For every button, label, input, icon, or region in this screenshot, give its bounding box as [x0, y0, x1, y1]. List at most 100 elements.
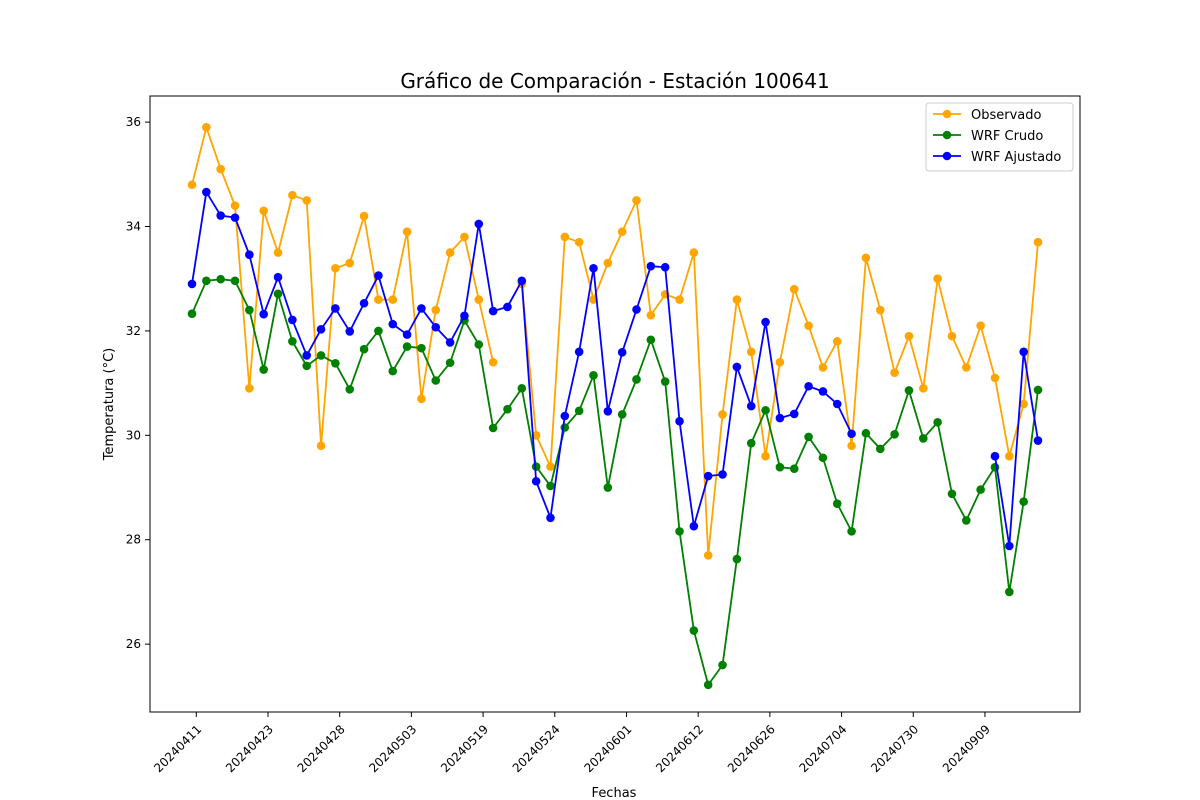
data-point	[933, 417, 942, 427]
data-point	[861, 253, 871, 263]
data-point	[302, 361, 312, 371]
data-point	[732, 362, 742, 372]
data-point	[574, 237, 584, 247]
data-point	[316, 351, 326, 360]
data-point	[273, 248, 283, 257]
series-line	[191, 278, 1039, 686]
data-point	[875, 444, 885, 454]
data-point	[216, 274, 225, 284]
data-point	[460, 311, 469, 321]
data-point	[1005, 541, 1014, 551]
chart-title: Gráfico de Comparación - Estación 100641	[400, 69, 829, 93]
data-point	[1033, 436, 1043, 445]
data-point	[1005, 587, 1014, 597]
data-point	[302, 196, 312, 205]
data-point	[417, 343, 426, 353]
series-wrf-crudo	[187, 274, 1043, 690]
y-tick-label: 30	[126, 428, 141, 442]
data-point	[603, 258, 613, 268]
data-point	[230, 213, 240, 222]
data-point	[546, 513, 555, 523]
data-point	[718, 470, 727, 479]
data-point	[374, 271, 383, 280]
data-point	[703, 471, 713, 481]
legend-box	[925, 102, 1074, 172]
data-point	[488, 423, 498, 433]
data-point	[775, 462, 785, 472]
data-point	[746, 438, 756, 448]
data-point	[316, 441, 326, 451]
data-point	[288, 190, 297, 200]
y-tick-label: 36	[126, 115, 141, 129]
data-point	[574, 406, 584, 416]
data-point	[732, 554, 742, 564]
x-tick-label: 20240601	[581, 722, 634, 775]
data-point	[617, 410, 627, 419]
data-point	[746, 347, 756, 357]
data-point	[445, 248, 455, 257]
data-point	[574, 347, 584, 357]
data-point	[531, 462, 541, 471]
data-point	[689, 521, 699, 531]
data-point	[345, 385, 355, 394]
x-tick-label: 20240612	[653, 722, 706, 775]
data-point	[789, 284, 799, 294]
data-point	[861, 428, 871, 438]
data-point	[388, 295, 398, 304]
data-point	[660, 377, 670, 386]
data-point	[617, 348, 627, 357]
data-point	[517, 384, 527, 393]
data-point	[804, 381, 813, 391]
x-tick-label: 20240411	[151, 722, 204, 775]
x-tick-label: 20240428	[295, 722, 348, 775]
data-point	[431, 376, 441, 385]
x-tick-label: 20240704	[797, 722, 850, 775]
data-point	[359, 298, 369, 308]
data-point	[331, 263, 340, 273]
legend-marker	[942, 151, 952, 161]
y-tick-label: 34	[126, 220, 141, 234]
series-layer	[187, 123, 1043, 690]
data-point	[402, 330, 412, 339]
data-point	[417, 304, 426, 313]
data-point	[546, 481, 555, 491]
data-point	[474, 340, 484, 349]
data-point	[288, 315, 297, 325]
data-point	[1019, 347, 1028, 357]
data-point	[789, 464, 799, 474]
data-point	[603, 407, 613, 416]
data-point	[904, 331, 914, 341]
data-point	[675, 527, 684, 536]
data-point	[789, 409, 799, 419]
data-point	[675, 416, 684, 426]
data-point	[517, 276, 527, 286]
data-point	[775, 357, 785, 367]
data-point	[245, 250, 254, 259]
data-point	[187, 180, 197, 190]
data-point	[847, 429, 856, 439]
data-point	[947, 489, 957, 499]
data-point	[431, 305, 441, 315]
x-tick-label: 20240909	[940, 722, 993, 775]
data-point	[947, 331, 957, 341]
data-point	[933, 274, 942, 284]
data-point	[632, 375, 641, 384]
legend: Observado WRF Crudo WRF Ajustado	[925, 102, 1074, 172]
data-point	[718, 410, 727, 419]
data-point	[847, 441, 856, 451]
data-point	[474, 219, 484, 229]
data-point	[847, 527, 856, 536]
data-point	[632, 305, 641, 314]
data-point	[546, 462, 555, 471]
y-axis-label: Temperatura (°C)	[102, 348, 117, 461]
x-axis: 20240411 20240423 20240428 20240503 20240519…	[151, 712, 993, 775]
data-point	[331, 304, 340, 313]
data-point	[775, 413, 785, 423]
data-point	[503, 302, 512, 312]
data-point	[689, 248, 699, 257]
data-point	[804, 432, 813, 442]
data-point	[273, 272, 283, 282]
x-tick-label: 20240503	[366, 722, 419, 775]
legend-item: WRF Ajustado	[933, 150, 1061, 165]
